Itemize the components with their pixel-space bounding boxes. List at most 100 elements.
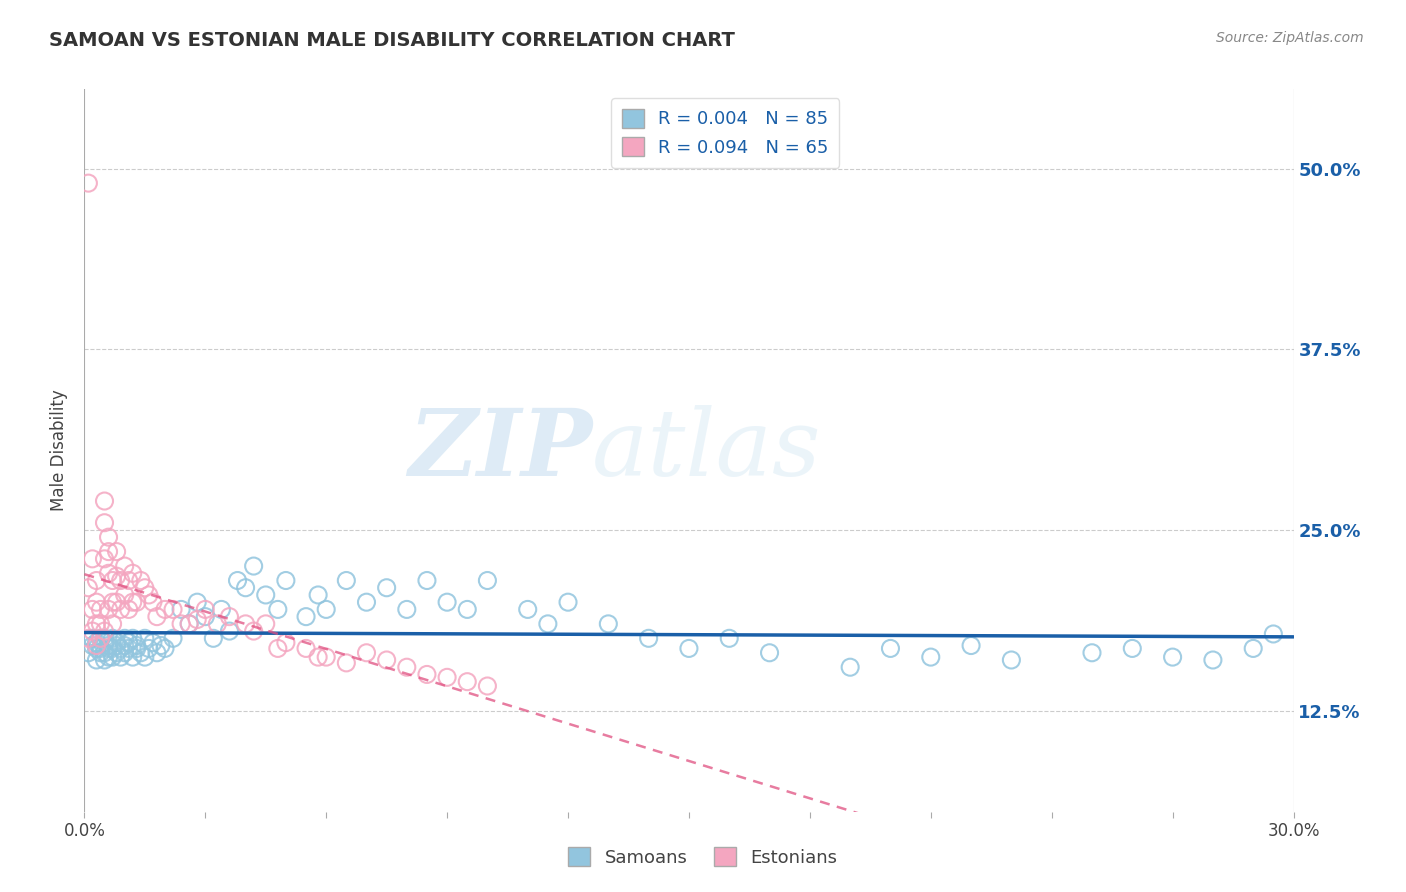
Point: [516, 602, 538, 616]
Point: [254, 588, 277, 602]
Point: [114, 588, 136, 602]
Point: [295, 609, 318, 624]
Point: [335, 574, 357, 588]
Point: [97, 639, 120, 653]
Point: [758, 646, 780, 660]
Point: [125, 595, 148, 609]
Point: [97, 530, 120, 544]
Point: [101, 632, 124, 646]
Point: [97, 602, 120, 616]
Point: [436, 670, 458, 684]
Point: [101, 574, 124, 588]
Point: [307, 588, 329, 602]
Point: [209, 602, 232, 616]
Point: [1263, 627, 1285, 641]
Point: [537, 616, 560, 631]
Point: [170, 616, 193, 631]
Legend: Samoans, Estonians: Samoans, Estonians: [561, 840, 845, 874]
Point: [89, 632, 111, 646]
Point: [118, 641, 141, 656]
Point: [89, 632, 111, 646]
Point: [146, 646, 169, 660]
Point: [477, 679, 499, 693]
Point: [1081, 646, 1104, 660]
Point: [86, 635, 108, 649]
Point: [186, 613, 208, 627]
Point: [194, 609, 217, 624]
Point: [416, 574, 439, 588]
Point: [86, 653, 108, 667]
Point: [162, 632, 184, 646]
Point: [1000, 653, 1022, 667]
Point: [114, 639, 136, 653]
Point: [395, 602, 418, 616]
Point: [1241, 641, 1264, 656]
Point: [718, 632, 741, 646]
Point: [235, 616, 257, 631]
Point: [118, 602, 141, 616]
Point: [89, 641, 111, 656]
Point: [101, 641, 124, 656]
Point: [93, 632, 115, 646]
Point: [879, 641, 901, 656]
Legend: R = 0.004   N = 85, R = 0.094   N = 65: R = 0.004 N = 85, R = 0.094 N = 65: [612, 98, 839, 168]
Point: [456, 602, 478, 616]
Point: [82, 551, 104, 566]
Point: [86, 595, 108, 609]
Point: [202, 632, 225, 646]
Point: [839, 660, 862, 674]
Point: [356, 595, 378, 609]
Point: [242, 624, 264, 639]
Point: [356, 646, 378, 660]
Point: [395, 660, 418, 674]
Point: [121, 632, 143, 646]
Point: [97, 641, 120, 656]
Point: [267, 641, 290, 656]
Point: [77, 176, 100, 190]
Point: [77, 632, 100, 646]
Point: [207, 616, 229, 631]
Point: [146, 609, 169, 624]
Point: [82, 639, 104, 653]
Point: [254, 616, 277, 631]
Point: [138, 641, 160, 656]
Point: [960, 639, 983, 653]
Point: [179, 616, 201, 631]
Point: [114, 646, 136, 660]
Text: SAMOAN VS ESTONIAN MALE DISABILITY CORRELATION CHART: SAMOAN VS ESTONIAN MALE DISABILITY CORRE…: [49, 31, 735, 50]
Point: [194, 602, 217, 616]
Point: [93, 494, 115, 508]
Point: [105, 646, 128, 660]
Point: [134, 650, 156, 665]
Point: [114, 559, 136, 574]
Point: [121, 650, 143, 665]
Point: [138, 588, 160, 602]
Point: [170, 602, 193, 616]
Point: [142, 595, 165, 609]
Point: [93, 653, 115, 667]
Point: [129, 574, 152, 588]
Point: [125, 639, 148, 653]
Point: [97, 544, 120, 558]
Point: [335, 656, 357, 670]
Point: [416, 667, 439, 681]
Point: [93, 635, 115, 649]
Point: [274, 635, 297, 649]
Point: [105, 639, 128, 653]
Point: [235, 581, 257, 595]
Point: [86, 616, 108, 631]
Point: [110, 602, 132, 616]
Point: [93, 516, 115, 530]
Point: [456, 674, 478, 689]
Point: [557, 595, 579, 609]
Text: Source: ZipAtlas.com: Source: ZipAtlas.com: [1216, 31, 1364, 45]
Point: [93, 646, 115, 660]
Point: [315, 602, 337, 616]
Point: [125, 641, 148, 656]
Point: [436, 595, 458, 609]
Point: [105, 635, 128, 649]
Point: [637, 632, 659, 646]
Point: [678, 641, 700, 656]
Point: [86, 639, 108, 653]
Point: [134, 632, 156, 646]
